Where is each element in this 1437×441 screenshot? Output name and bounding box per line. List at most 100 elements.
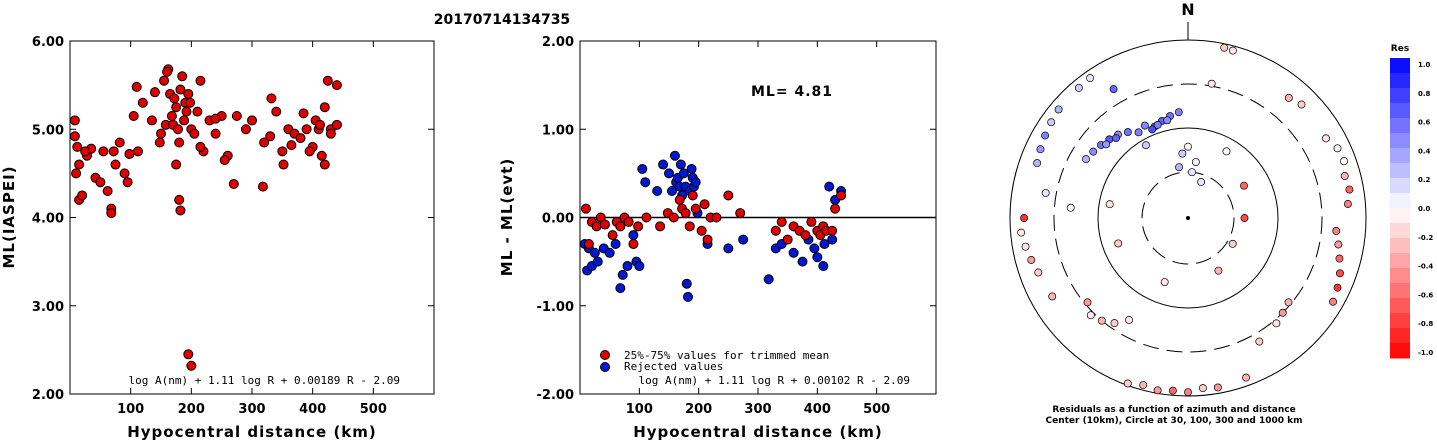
x-tick-label: 100	[117, 402, 144, 417]
panel2-ylabel: ML - ML(evt)	[498, 158, 516, 276]
residual-point	[1178, 149, 1187, 158]
trimmed-point	[668, 212, 679, 223]
colorbar-segment	[1390, 238, 1410, 254]
data-point	[195, 141, 206, 152]
data-point	[110, 159, 121, 170]
colorbar-segment	[1390, 88, 1410, 104]
residual-point	[1284, 93, 1293, 102]
data-point	[95, 177, 106, 188]
north-label: N	[1181, 0, 1194, 19]
panel1-ticks: 6.00 5.00 4.00 3.00 2.00 100 200 300 400 500	[32, 35, 434, 417]
x-tick-label: 300	[744, 402, 771, 417]
residual-point	[1083, 298, 1092, 307]
rejected-point	[634, 261, 645, 272]
residual-point	[1188, 168, 1196, 177]
data-point	[259, 137, 270, 148]
residual-point	[1198, 384, 1207, 393]
ring-300km	[1053, 83, 1323, 353]
panel2: ML - ML(evt) Hypocentral distance (km) M…	[498, 35, 937, 441]
rejected-point	[686, 163, 697, 174]
residual-point	[1139, 381, 1148, 389]
residual-point	[1184, 388, 1192, 397]
trimmed-point	[827, 225, 838, 236]
residual-point	[1020, 214, 1029, 222]
residual-point	[1222, 147, 1231, 156]
data-point	[132, 146, 143, 157]
residual-point	[1333, 144, 1342, 153]
x-tick-label: 500	[863, 402, 890, 417]
data-point	[301, 124, 312, 135]
legend-trimmed-label: 25%-75% values for trimmed mean	[624, 349, 829, 362]
panel1-frame	[69, 40, 435, 395]
residual-point	[1297, 100, 1306, 109]
y-tick-label: 3.00	[32, 300, 64, 315]
data-point	[183, 88, 194, 99]
trimmed-point	[806, 216, 817, 227]
residual-point	[1027, 256, 1036, 264]
data-point	[149, 87, 160, 98]
data-point	[331, 80, 342, 91]
data-point	[175, 84, 186, 95]
rejected-point	[824, 181, 835, 192]
colorbar-segment	[1390, 133, 1410, 149]
residual-point	[1242, 373, 1251, 382]
rejected-point	[589, 247, 600, 258]
panel1-points	[69, 64, 342, 371]
data-point	[156, 128, 166, 139]
legend-trimmed-marker	[600, 350, 610, 360]
trimmed-point	[607, 230, 618, 241]
rejected-point	[681, 278, 692, 289]
residual-point	[1240, 214, 1249, 222]
residual-point	[1278, 308, 1287, 317]
data-point	[162, 66, 173, 77]
residual-point	[1272, 319, 1281, 328]
rejected-point	[652, 186, 663, 197]
panel1-ylabel: ML(IASPEI)	[0, 165, 18, 268]
colorbar-label: 0.6	[1418, 119, 1431, 127]
legend-rejected-label: Rejected values	[624, 360, 723, 373]
residual-point	[1123, 379, 1132, 388]
rejected-point	[637, 163, 648, 174]
data-point	[77, 190, 88, 201]
residual-point	[1343, 200, 1352, 208]
residual-point	[1041, 188, 1050, 197]
colorbar-segment	[1390, 253, 1410, 269]
residual-point	[1086, 74, 1095, 83]
residual-point	[1160, 278, 1169, 286]
residual-point	[1240, 181, 1248, 190]
ring-100km	[1097, 127, 1279, 309]
rejected-point	[604, 247, 615, 258]
data-point	[210, 113, 221, 124]
data-point	[316, 150, 327, 161]
data-point	[98, 146, 109, 157]
panel2-xlabel: Hypocentral distance (km)	[633, 423, 883, 441]
residual-point	[1334, 240, 1343, 249]
trimmed-point	[580, 203, 591, 214]
data-point	[266, 93, 277, 104]
trimmed-point	[735, 208, 746, 219]
data-point	[137, 97, 148, 108]
trimmed-point	[800, 230, 811, 241]
x-tick-label: 200	[178, 402, 205, 417]
trimmed-point	[690, 203, 701, 214]
data-point	[189, 128, 200, 139]
colorbar-title: Res	[1391, 44, 1409, 54]
legend-rejected-marker	[600, 362, 610, 372]
residual-point	[1089, 147, 1098, 156]
panel2-points	[579, 150, 847, 302]
data-point	[169, 93, 180, 104]
colorbar-segment	[1390, 343, 1410, 359]
residual-point	[1174, 108, 1183, 117]
rejected-point	[809, 243, 820, 254]
residual-point	[1329, 297, 1337, 306]
colorbar-label: -0.6	[1418, 291, 1433, 299]
trimmed-point	[702, 234, 713, 245]
x-tick-label: 400	[299, 402, 326, 417]
trimmed-point	[723, 190, 734, 201]
data-point	[286, 140, 297, 151]
y-tick-label: 2.00	[32, 388, 64, 403]
data-point	[247, 115, 257, 126]
data-point	[298, 108, 309, 119]
residual-point	[1207, 79, 1216, 88]
data-point	[186, 360, 197, 371]
